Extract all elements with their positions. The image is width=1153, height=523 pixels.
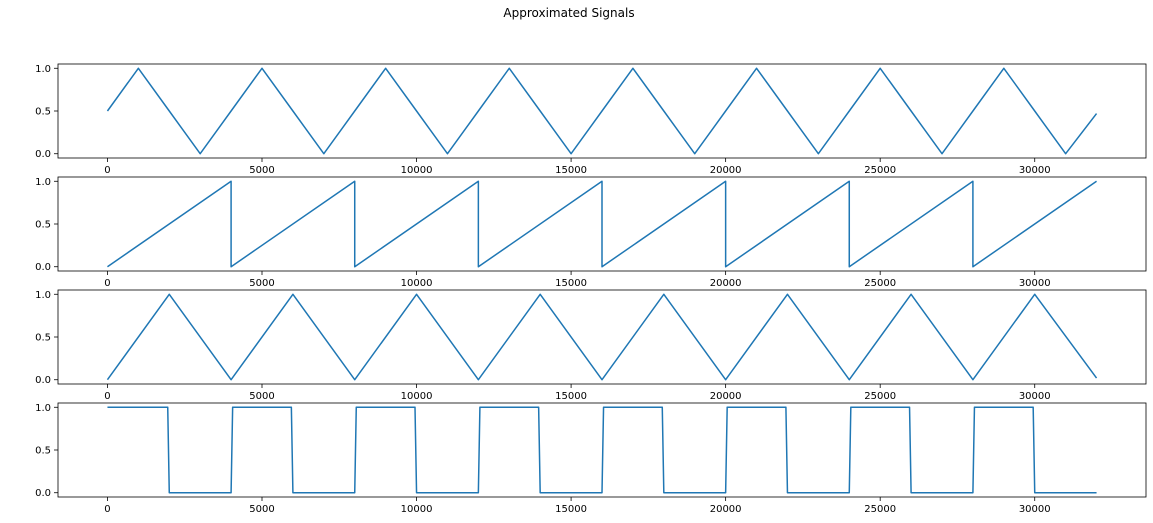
x-tick-label: 0 bbox=[104, 165, 110, 176]
y-tick-label: 0.5 bbox=[35, 333, 51, 344]
x-tick-label: 10000 bbox=[401, 278, 433, 289]
x-tick-label: 15000 bbox=[555, 391, 587, 402]
x-tick-label: 5000 bbox=[249, 504, 274, 515]
y-tick-label: 1.0 bbox=[35, 64, 51, 75]
x-tick-label: 20000 bbox=[710, 278, 742, 289]
x-tick-label: 30000 bbox=[1019, 391, 1051, 402]
x-tick-label: 0 bbox=[104, 278, 110, 289]
axes-frame bbox=[58, 290, 1146, 384]
x-tick-label: 5000 bbox=[249, 391, 274, 402]
x-tick-label: 5000 bbox=[249, 278, 274, 289]
x-tick-label: 10000 bbox=[401, 391, 433, 402]
x-tick-label: 5000 bbox=[249, 165, 274, 176]
x-tick-label: 30000 bbox=[1019, 278, 1051, 289]
x-tick-label: 30000 bbox=[1019, 504, 1051, 515]
x-tick-label: 25000 bbox=[864, 504, 896, 515]
y-tick-label: 0.0 bbox=[35, 262, 51, 273]
sawtooth-signal-line bbox=[107, 181, 1096, 266]
subplot-sine: 0 5000 10000 15000 20000 25000 30000 0.0 0.5 1.0 bbox=[35, 64, 1146, 176]
y-tick-label: 0.5 bbox=[35, 446, 51, 457]
x-tick-label: 10000 bbox=[401, 165, 433, 176]
triangle-signal-line bbox=[107, 294, 1096, 379]
y-tick-label: 0.0 bbox=[35, 375, 51, 386]
y-tick-label: 1.0 bbox=[35, 290, 51, 301]
x-tick-label: 20000 bbox=[710, 165, 742, 176]
x-tick-label: 0 bbox=[104, 391, 110, 402]
subplot-triangle: 0 5000 10000 15000 20000 25000 30000 0.0 0.5 1.0 bbox=[35, 290, 1146, 402]
subplot-square: 0 5000 10000 15000 20000 25000 30000 0.0 0.5 1.0 bbox=[35, 403, 1146, 515]
subplot-sawtooth: 0 5000 10000 15000 20000 25000 30000 0.0 0.5 1.0 bbox=[35, 177, 1146, 289]
x-tick-label: 20000 bbox=[710, 391, 742, 402]
y-tick-label: 1.0 bbox=[35, 177, 51, 188]
x-tick-label: 25000 bbox=[864, 278, 896, 289]
figure-title: Approximated Signals bbox=[503, 6, 634, 20]
y-tick-label: 1.0 bbox=[35, 403, 51, 414]
y-tick-label: 0.0 bbox=[35, 149, 51, 160]
square-signal-line bbox=[107, 407, 1096, 492]
y-tick-label: 0.5 bbox=[35, 107, 51, 118]
x-tick-label: 30000 bbox=[1019, 165, 1051, 176]
x-tick-label: 15000 bbox=[555, 504, 587, 515]
x-tick-label: 25000 bbox=[864, 165, 896, 176]
x-tick-label: 15000 bbox=[555, 165, 587, 176]
sine-signal-line bbox=[107, 68, 1096, 153]
x-tick-label: 0 bbox=[104, 504, 110, 515]
x-tick-label: 10000 bbox=[401, 504, 433, 515]
x-tick-label: 15000 bbox=[555, 278, 587, 289]
x-tick-label: 25000 bbox=[864, 391, 896, 402]
y-tick-label: 0.0 bbox=[35, 488, 51, 499]
y-tick-label: 0.5 bbox=[35, 220, 51, 231]
x-tick-label: 20000 bbox=[710, 504, 742, 515]
